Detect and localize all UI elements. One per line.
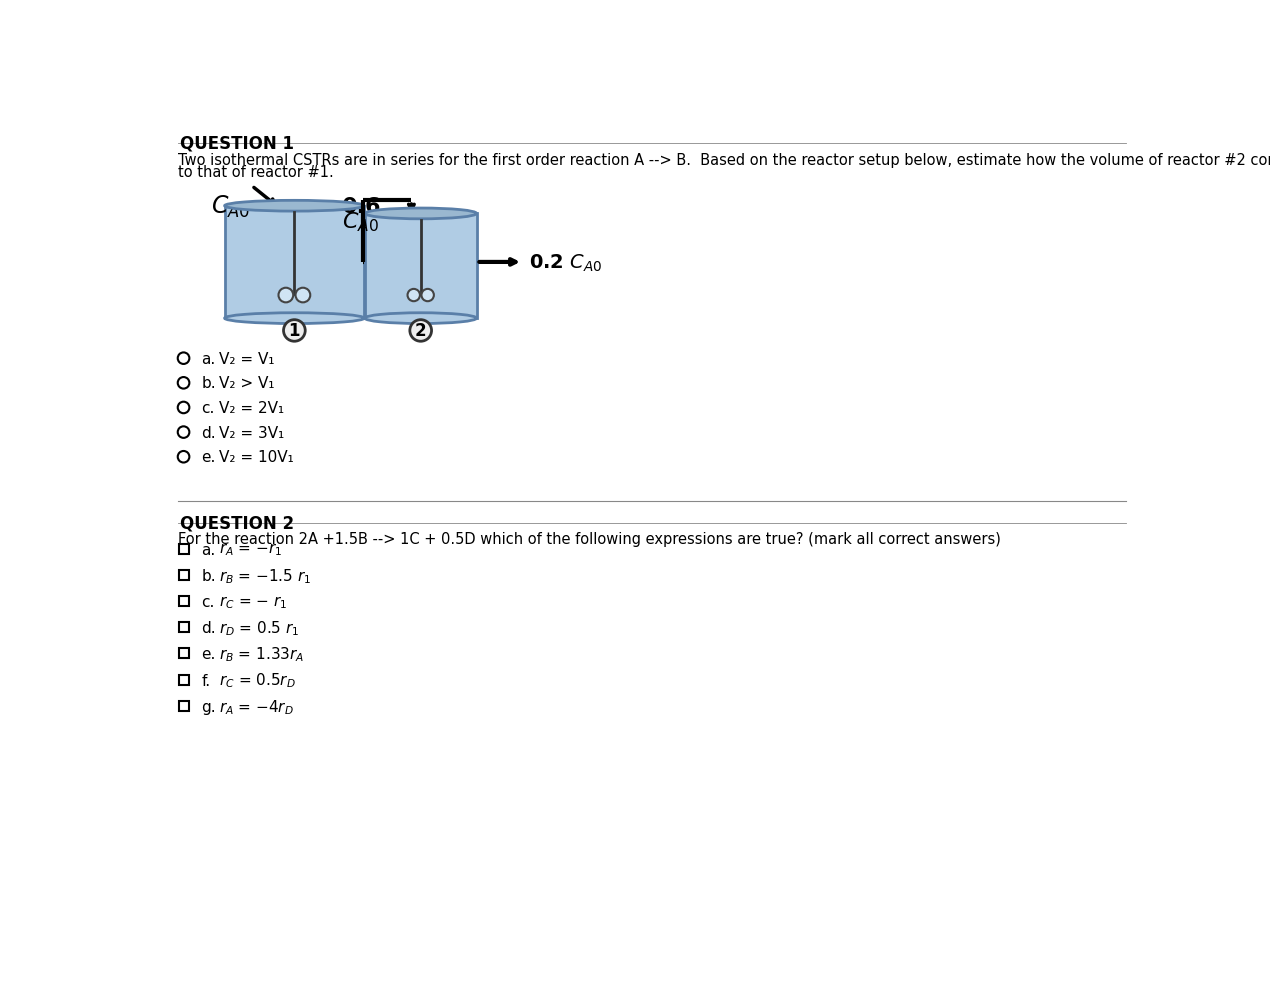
Text: e.: e.	[202, 647, 216, 662]
Text: c.: c.	[202, 595, 215, 610]
Circle shape	[178, 353, 189, 365]
Text: V₂ = V₁: V₂ = V₁	[220, 351, 274, 366]
Text: Two isothermal CSTRs are in series for the first order reaction A --> B.  Based : Two isothermal CSTRs are in series for t…	[178, 152, 1270, 168]
Text: to that of reactor #1.: to that of reactor #1.	[178, 164, 334, 180]
Text: $r_C$ = $0.5r_D$: $r_C$ = $0.5r_D$	[220, 671, 296, 690]
Circle shape	[178, 402, 189, 414]
Text: $r_B$ = $1.33r_A$: $r_B$ = $1.33r_A$	[220, 645, 305, 664]
Text: $r_A$ = $-r_1$: $r_A$ = $-r_1$	[220, 542, 282, 558]
Text: e.: e.	[202, 449, 216, 464]
Text: QUESTION 2: QUESTION 2	[180, 515, 295, 533]
Ellipse shape	[364, 209, 476, 220]
Text: d.: d.	[202, 621, 216, 636]
Text: $r_C$ = $-\ r_1$: $r_C$ = $-\ r_1$	[220, 594, 287, 610]
Ellipse shape	[225, 202, 364, 212]
Text: 2: 2	[415, 322, 427, 340]
Text: g.: g.	[202, 699, 216, 714]
Bar	[179, 545, 189, 555]
Bar	[179, 649, 189, 659]
Text: a.: a.	[202, 542, 216, 557]
Circle shape	[278, 289, 293, 303]
Bar	[225, 207, 364, 319]
Bar	[179, 675, 189, 685]
Circle shape	[178, 451, 189, 463]
Text: a.: a.	[202, 351, 216, 366]
Text: For the reaction 2A +1.5B --> 1C + 0.5D which of the following expressions are t: For the reaction 2A +1.5B --> 1C + 0.5D …	[178, 532, 1001, 547]
Text: V₂ = 3V₁: V₂ = 3V₁	[220, 425, 284, 440]
Circle shape	[178, 427, 189, 438]
Text: V₂ > V₁: V₂ > V₁	[220, 376, 274, 391]
Bar	[179, 571, 189, 581]
Circle shape	[410, 320, 432, 342]
Text: V₂ = 10V₁: V₂ = 10V₁	[220, 449, 293, 464]
Circle shape	[178, 378, 189, 389]
Text: $r_A$ = $-4r_D$: $r_A$ = $-4r_D$	[220, 697, 295, 716]
Bar	[179, 623, 189, 633]
Text: c.: c.	[202, 400, 215, 415]
Bar	[179, 701, 189, 711]
Text: $r_D$ = $0.5\ r_1$: $r_D$ = $0.5\ r_1$	[220, 619, 300, 637]
Text: V₂ = 2V₁: V₂ = 2V₁	[220, 400, 284, 415]
Ellipse shape	[225, 313, 364, 324]
Text: f.: f.	[202, 673, 211, 688]
Text: d.: d.	[202, 425, 216, 440]
Circle shape	[408, 290, 420, 302]
Text: 0.2 $C_{A0}$: 0.2 $C_{A0}$	[530, 252, 602, 273]
Circle shape	[296, 289, 310, 303]
Text: b.: b.	[202, 376, 216, 391]
Text: QUESTION 1: QUESTION 1	[180, 134, 295, 152]
Bar	[179, 597, 189, 607]
Text: 1: 1	[288, 322, 300, 340]
Text: $r_B$ = $-1.5\ r_1$: $r_B$ = $-1.5\ r_1$	[220, 567, 311, 585]
Text: $C_{A0}$: $C_{A0}$	[211, 194, 250, 220]
Ellipse shape	[364, 313, 476, 324]
Text: 0.6: 0.6	[342, 198, 381, 218]
Circle shape	[283, 320, 305, 342]
Bar	[364, 215, 476, 319]
Text: $C_{A0}$: $C_{A0}$	[342, 211, 378, 234]
Text: b.: b.	[202, 569, 216, 583]
Circle shape	[422, 290, 434, 302]
